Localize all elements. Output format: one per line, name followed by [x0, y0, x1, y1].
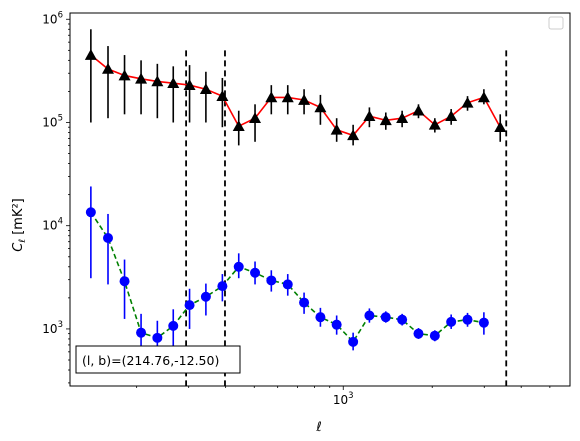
y-axis-label-main: C [11, 242, 26, 252]
series-1-point-5 [168, 320, 179, 331]
series-1-point-4 [152, 332, 163, 343]
y-tick-label-exp-3: 6 [58, 10, 63, 20]
series-0-point-25 [494, 121, 507, 133]
y-tick-label-exp-1: 4 [58, 217, 63, 227]
series-1-point-0 [85, 207, 96, 218]
series-0-point-5 [167, 77, 180, 89]
series-0-point-22 [445, 110, 458, 122]
series-0-point-0 [84, 49, 97, 60]
series-1-point-11 [266, 275, 277, 286]
series-1-point-22 [446, 316, 457, 327]
series-0-point-10 [249, 112, 262, 124]
series-0-point-3 [135, 72, 148, 84]
y-axis-label-unit: [mK²] [11, 198, 26, 235]
y-tick-label-3: 106 [42, 10, 63, 26]
y-tick-label-1: 104 [42, 217, 63, 233]
series-1-point-20 [413, 328, 424, 339]
series-0-point-16 [347, 129, 360, 141]
series-1-point-24 [478, 317, 489, 328]
series-0-point-4 [151, 75, 164, 87]
series-1-point-6 [184, 300, 195, 311]
series-1-point-8 [217, 281, 228, 292]
y-tick-label-base-1: 10 [42, 219, 57, 233]
series-0-point-24 [477, 91, 490, 103]
series-lines-layer [90, 54, 501, 344]
series-1-point-1 [103, 233, 114, 244]
series-1-point-19 [397, 314, 408, 325]
legend-box [548, 16, 564, 30]
annotation-box: (l, b)=(214.76,-12.50) [75, 345, 241, 374]
series-1-point-13 [299, 297, 310, 308]
series-0-point-2 [118, 69, 131, 81]
y-tick-label-base-3: 10 [42, 12, 57, 26]
series-1-point-14 [315, 312, 326, 323]
y-tick-label-exp-0: 3 [58, 320, 63, 330]
series-0-point-14 [314, 101, 327, 113]
series-0-point-19 [396, 112, 409, 124]
y-tick-label-0: 103 [42, 320, 63, 336]
y-tick-label-base-2: 10 [42, 115, 57, 129]
vertical-lines-layer [185, 50, 508, 386]
series-0-point-1 [102, 62, 115, 74]
x-axis-label: ℓ [315, 420, 321, 435]
series-0-point-13 [298, 94, 311, 105]
y-axis-label-sub: ℓ [18, 239, 28, 244]
series-1-point-3 [136, 327, 147, 338]
y-tick-label-2: 105 [42, 113, 63, 129]
annotation-text: (l, b)=(214.76,-12.50) [82, 353, 219, 368]
series-0-point-18 [379, 114, 392, 126]
y-tick-label-base-0: 10 [42, 322, 57, 336]
markers-layer [84, 49, 507, 347]
x-tick-label-base-0: 10 [333, 393, 348, 407]
series-1-point-23 [462, 314, 473, 325]
x-tick-label-0: 103 [333, 391, 354, 407]
series-0-point-23 [461, 96, 474, 108]
y-tick-label-exp-2: 5 [58, 113, 63, 123]
series-1-point-18 [380, 312, 391, 323]
series-0-point-8 [216, 90, 229, 101]
series-1-point-12 [282, 279, 293, 290]
series-0-line [90, 54, 501, 137]
series-1-point-21 [429, 330, 440, 341]
series-0-point-9 [232, 120, 245, 132]
series-0-point-21 [428, 118, 441, 130]
series-0-point-7 [199, 83, 212, 95]
series-0-point-11 [265, 91, 278, 103]
series-1-point-10 [250, 267, 261, 278]
axes-frame [69, 12, 571, 387]
series-0-point-17 [363, 110, 376, 122]
series-0-point-15 [330, 123, 343, 135]
series-0-point-20 [412, 104, 425, 116]
error-bars-layer [90, 29, 502, 365]
series-1-point-15 [331, 319, 342, 330]
series-0-point-6 [183, 79, 196, 90]
series-1-point-9 [233, 261, 244, 272]
series-1-point-7 [200, 291, 211, 302]
y-axis-label: Cℓ [mK²] [11, 198, 28, 251]
series-1-point-16 [348, 336, 359, 347]
x-tick-label-exp-0: 3 [348, 391, 353, 401]
series-0-point-12 [281, 91, 294, 103]
series-1-point-17 [364, 310, 375, 321]
series-1-point-2 [119, 276, 130, 287]
